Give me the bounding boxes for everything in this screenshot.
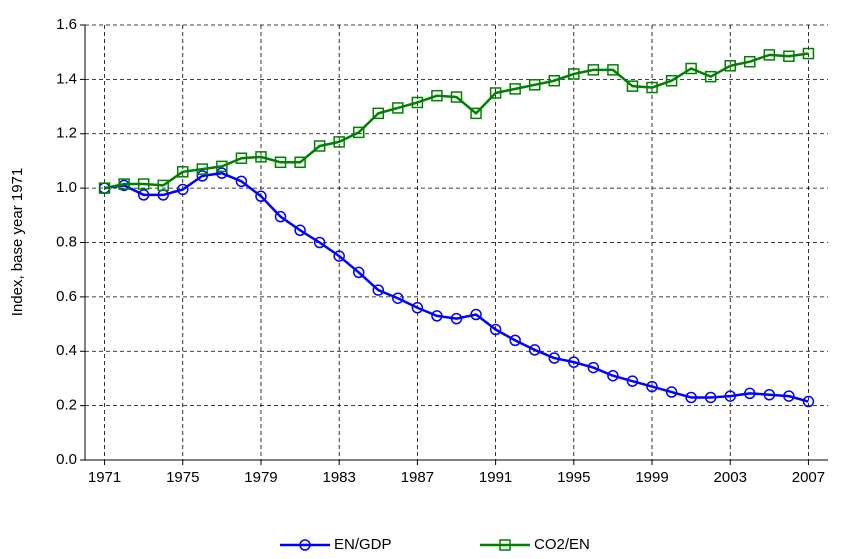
marker [568,68,580,80]
marker [137,189,150,201]
marker [157,179,169,192]
marker [587,64,600,76]
x-tick-label: 1979 [244,469,277,486]
legend-label: EN/GDP [334,536,392,553]
marker [352,266,365,279]
y-axis-label: Index, base year 1971 [9,168,26,316]
y-tick-label: 0.6 [56,288,77,305]
marker [274,156,287,169]
marker [294,156,306,169]
y-tick-label: 1.0 [56,179,77,196]
marker [216,167,228,179]
marker [137,178,150,190]
marker [118,178,130,190]
marker [333,250,345,262]
marker [509,83,521,95]
marker [392,292,404,304]
marker [607,64,619,76]
marker [196,170,209,182]
marker [509,334,521,347]
x-tick-label: 1983 [322,469,355,486]
marker [587,361,600,374]
marker [783,50,795,63]
marker [294,224,306,237]
y-tick-label: 0.0 [56,451,77,468]
marker [470,107,482,120]
marker [431,89,443,102]
marker [626,80,639,92]
marker [235,175,248,188]
marker [626,375,639,387]
marker [274,210,287,223]
x-tick-label: 1987 [401,469,434,486]
marker [548,74,561,87]
marker [450,312,463,325]
marker [744,55,756,68]
marker [411,96,424,109]
marker [665,74,678,87]
y-tick-label: 0.8 [56,233,77,250]
y-tick-label: 1.6 [56,16,77,33]
marker [724,60,736,72]
marker [704,70,717,83]
marker [177,166,189,178]
marker [333,136,345,148]
marker [255,190,267,203]
marker [352,126,365,139]
marker [665,386,678,398]
marker [704,391,717,404]
marker [802,47,815,60]
marker [450,91,463,103]
marker [372,107,385,120]
x-tick-label: 1999 [635,469,668,486]
marker [216,160,228,173]
marker [98,182,111,194]
marker [255,151,267,163]
marker [196,163,209,175]
marker [763,389,776,401]
x-tick-label: 1995 [557,469,590,486]
marker [470,308,482,321]
marker [528,344,541,356]
marker [646,380,658,393]
marker [411,302,424,314]
marker [235,152,248,164]
marker [392,102,404,114]
series-line [104,171,809,403]
marker [724,390,736,402]
marker [499,539,511,551]
marker [763,49,776,61]
marker [783,390,795,402]
marker [299,539,311,551]
marker [489,87,502,99]
marker [685,62,697,75]
marker [646,81,658,94]
y-tick-label: 0.2 [56,397,77,414]
marker [607,369,619,382]
marker [431,310,443,322]
y-tick-label: 1.2 [56,125,77,142]
marker [177,183,189,196]
marker [489,323,502,336]
x-tick-label: 2007 [792,469,825,486]
x-tick-label: 1971 [88,469,121,486]
y-tick-label: 1.4 [56,70,77,87]
marker [802,395,815,408]
marker [568,356,580,368]
y-tick-label: 0.4 [56,342,77,359]
x-tick-label: 2003 [714,469,747,486]
marker [372,284,385,296]
marker [548,352,561,364]
series-line [104,52,809,190]
marker [528,79,541,91]
marker [313,236,326,249]
marker [313,140,326,152]
legend-label: CO2/EN [534,536,590,553]
x-tick-label: 1991 [479,469,512,486]
marker [744,387,756,400]
marker [685,391,697,404]
x-tick-label: 1975 [166,469,199,486]
